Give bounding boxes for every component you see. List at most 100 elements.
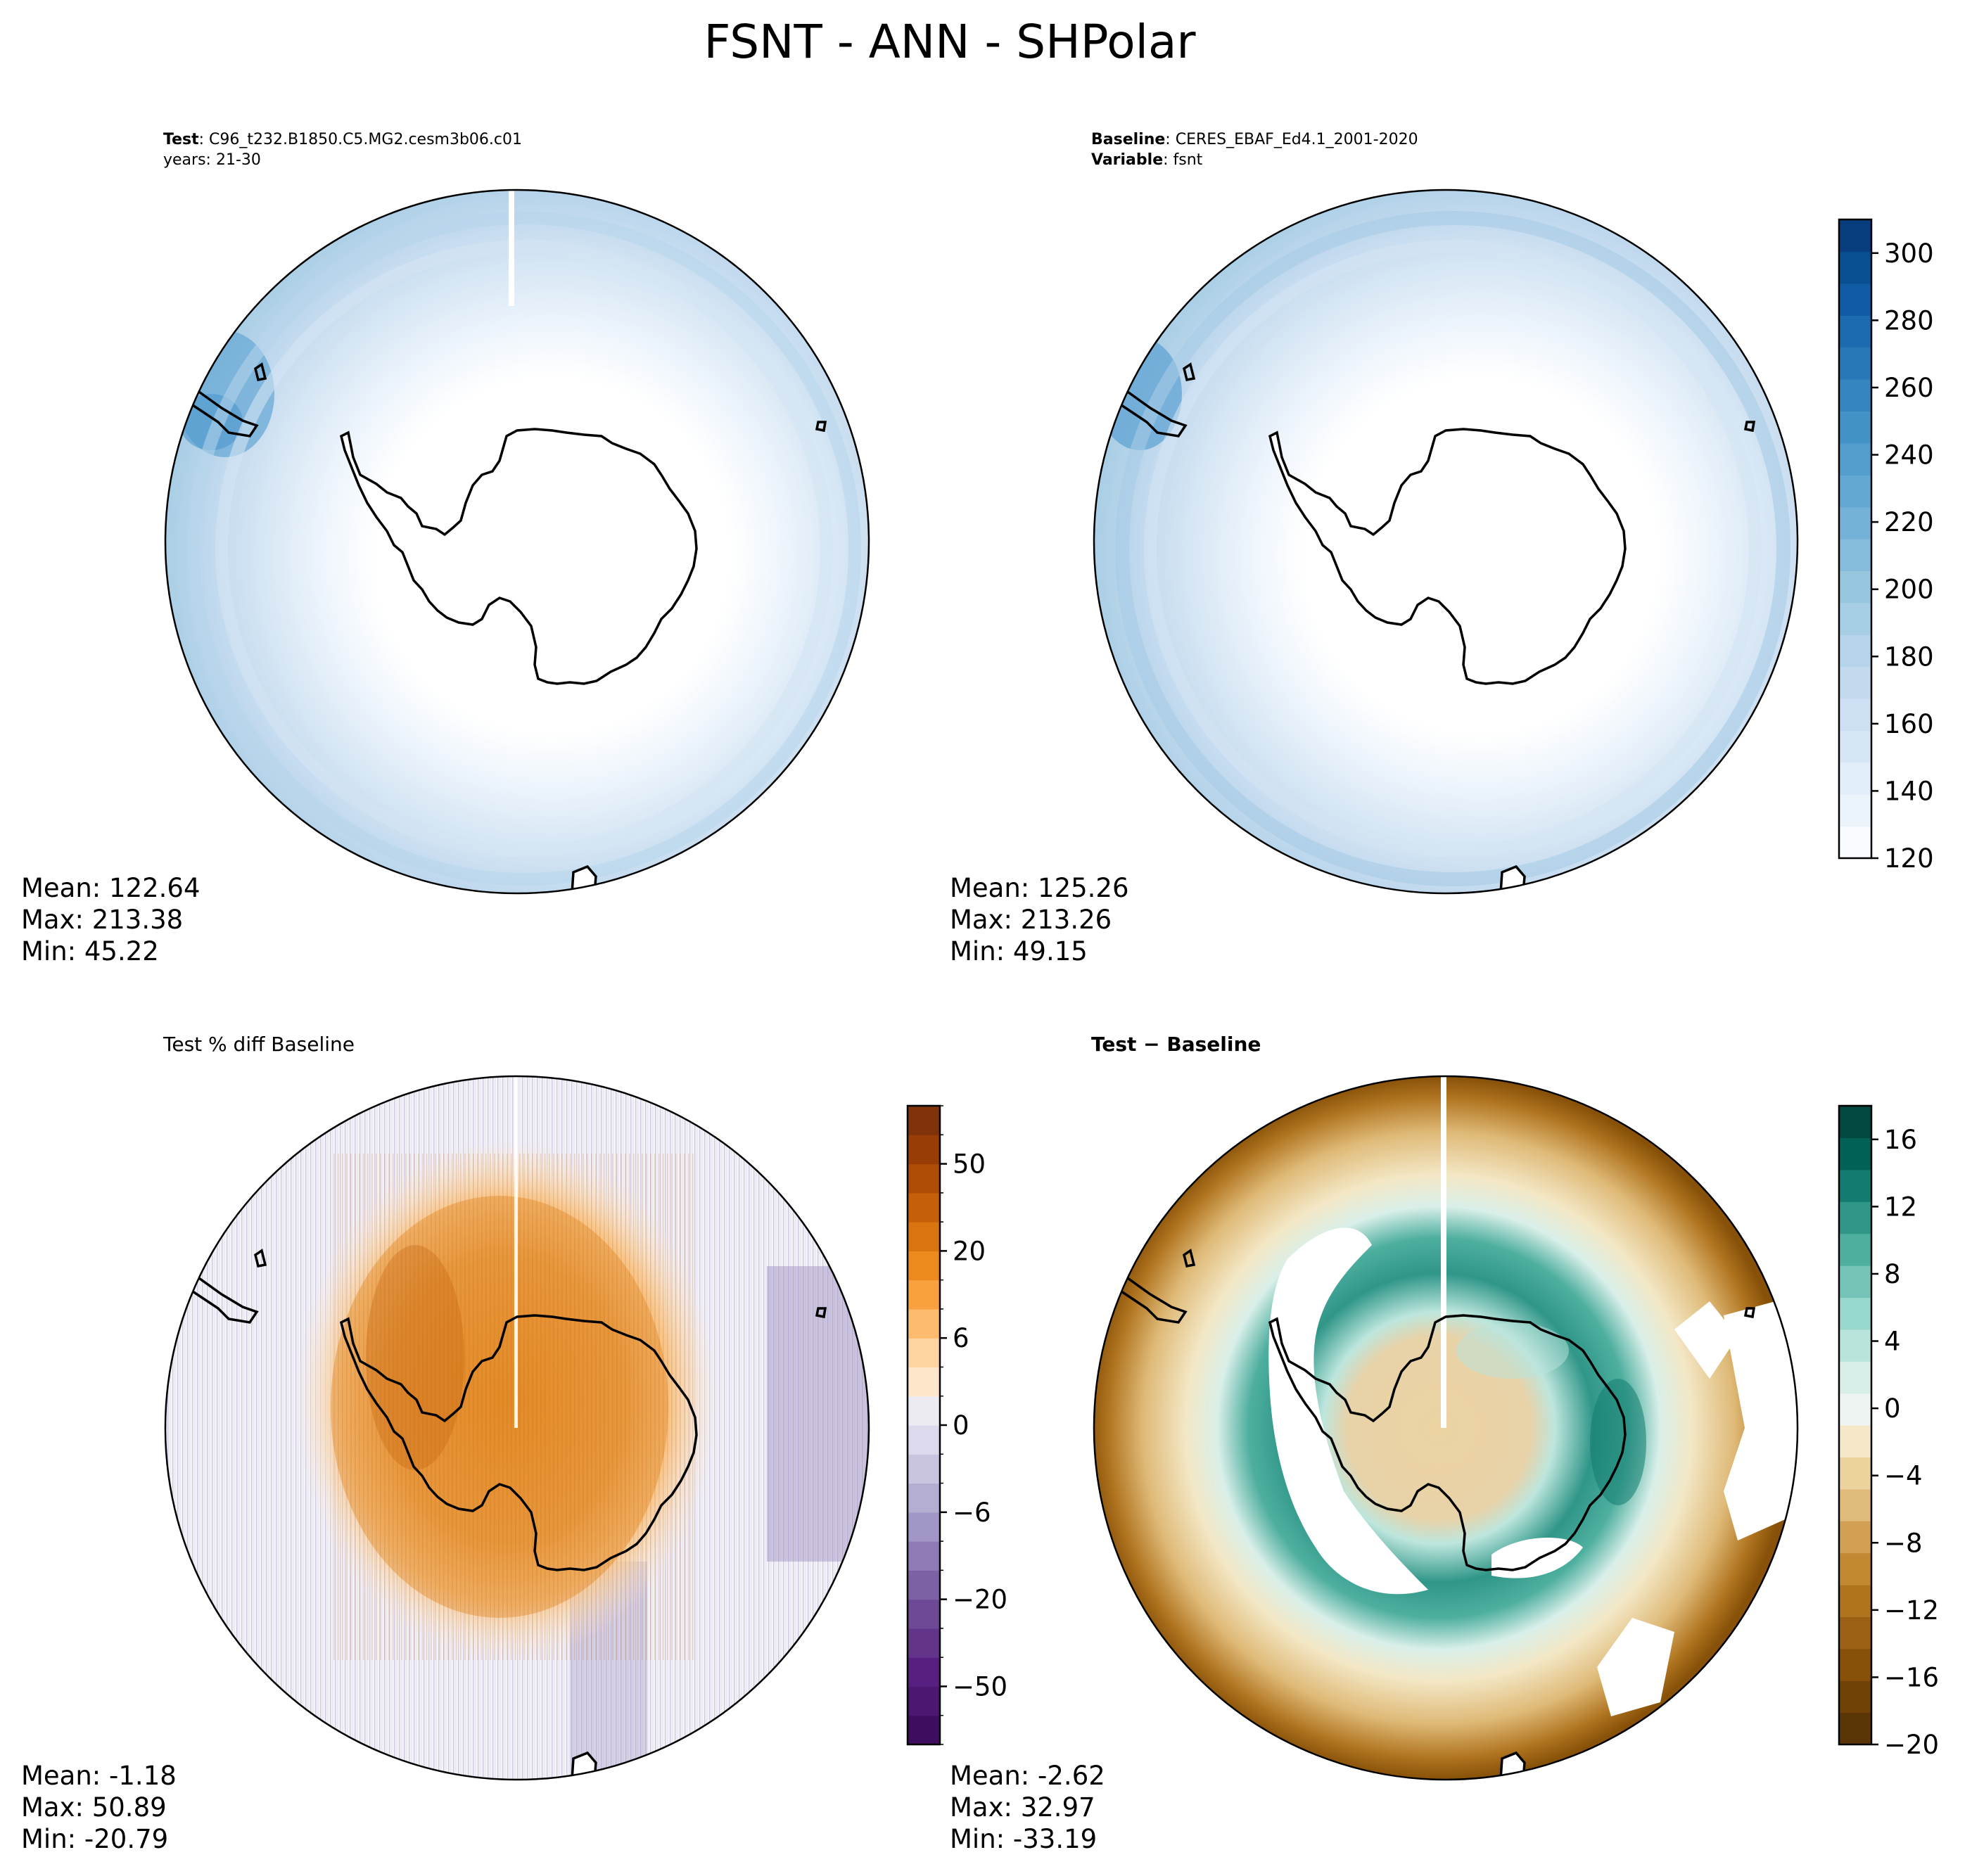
colorbar-band — [1839, 1712, 1871, 1745]
colorbar-tick-label: 140 — [1884, 776, 1934, 806]
colorbar-band — [1839, 1201, 1871, 1234]
colorbar-tick-label: −20 — [1884, 1730, 1939, 1760]
colorbar-band — [1839, 1297, 1871, 1330]
panel-diff-header: Test − Baseline — [1091, 1033, 1261, 1056]
stats-diff-max: Max: 32.97 — [950, 1792, 1095, 1823]
colorbar-band — [1839, 794, 1871, 827]
colorbar-frame — [1838, 1104, 1873, 1746]
panel-baseline-header-line2: : fsnt — [1163, 151, 1203, 169]
map-boundary-pctdiff — [164, 1075, 870, 1781]
svg-text:years: 21-30: years: 21-30 — [163, 151, 261, 169]
svg-text:Baseline: CERES_EBAF_Ed4.1_200: Baseline: CERES_EBAF_Ed4.1_2001-2020 — [1091, 131, 1418, 148]
map-panel-diff — [1093, 1075, 1799, 1781]
colorbar-band — [1839, 411, 1871, 444]
colorbar-band — [908, 1686, 940, 1716]
panel-baseline-header: Baseline: CERES_EBAF_Ed4.1_2001-2020 Var… — [1091, 131, 1418, 169]
colorbar-band — [1839, 379, 1871, 411]
panel-baseline-header-line1-bold: Baseline — [1091, 131, 1165, 148]
colorbar-tick-label: 120 — [1884, 843, 1934, 874]
stats-baseline-min: Min: 49.15 — [950, 936, 1088, 966]
colorbar-tick-label: 160 — [1884, 709, 1934, 739]
colorbar-tick-label: 220 — [1884, 507, 1934, 537]
colorbar-tick-label: 6 — [953, 1323, 969, 1353]
colorbar-band — [1839, 570, 1871, 604]
map-panel-test — [164, 189, 870, 895]
map-boundary-test — [164, 189, 870, 895]
colorbar-tick-label: 200 — [1884, 575, 1934, 605]
colorbar-tick-label: 240 — [1884, 440, 1934, 471]
stats-baseline-mean: Mean: 125.26 — [950, 873, 1129, 903]
figure-title: FSNT - ANN - SHPolar — [704, 15, 1196, 69]
colorbar-band — [1839, 1106, 1871, 1138]
colorbar-band — [1839, 1616, 1871, 1650]
panel-pctdiff-header: Test % diff Baseline — [163, 1033, 355, 1056]
colorbar-band — [1839, 826, 1871, 859]
colorbar-tick-label: 20 — [953, 1236, 986, 1266]
colorbar-main: 120 140 160 180 200 220 240 260 280 300 — [1838, 218, 1934, 874]
colorbar-tick-label: 300 — [1884, 238, 1934, 269]
svg-text:Test: C96_t232.B1850.C5.MG2.ce: Test: C96_t232.B1850.C5.MG2.cesm3b06.c01 — [163, 131, 522, 148]
colorbar-band — [908, 1135, 940, 1165]
colorbar-band — [908, 1599, 940, 1629]
colorbar-tick-label: 50 — [953, 1149, 986, 1180]
colorbar-tick-label: 12 — [1884, 1192, 1917, 1222]
stats-diff-min: Min: -33.19 — [950, 1824, 1097, 1854]
colorbar-band — [1839, 1233, 1871, 1266]
colorbar-band — [908, 1251, 940, 1281]
colorbar-band — [908, 1338, 940, 1368]
stats-test-max: Max: 213.38 — [21, 905, 183, 935]
stats-pctdiff-min: Min: -20.79 — [21, 1824, 168, 1854]
colorbar-frame — [1838, 218, 1873, 860]
colorbar-band — [1839, 1552, 1871, 1585]
colorbar-pctdiff: −50 −20 −6 0 6 20 50 — [906, 1104, 1007, 1746]
colorbar-tick-label: −12 — [1884, 1595, 1939, 1626]
colorbar-band — [1839, 1329, 1871, 1362]
colorbar-band — [908, 1163, 940, 1194]
colorbar-band — [1839, 539, 1871, 571]
colorbar-band — [908, 1396, 940, 1426]
stats-baseline-max: Max: 213.26 — [950, 905, 1112, 935]
colorbar-tick-label: 0 — [1884, 1393, 1901, 1424]
colorbar-band — [1839, 602, 1871, 635]
panel-test-header: Test: C96_t232.B1850.C5.MG2.cesm3b06.c01… — [163, 131, 522, 169]
stats-pctdiff-mean: Mean: -1.18 — [21, 1761, 177, 1791]
stats-pctdiff-max: Max: 50.89 — [21, 1792, 167, 1823]
colorbar-band — [1839, 283, 1871, 316]
panel-baseline-header-line1: : CERES_EBAF_Ed4.1_2001-2020 — [1165, 131, 1418, 148]
colorbar-tick-label: 280 — [1884, 305, 1934, 336]
colorbar-tick-label: −6 — [953, 1498, 991, 1528]
colorbar-band — [1839, 1488, 1871, 1521]
colorbar-tick-label: 8 — [1884, 1259, 1901, 1289]
panel-baseline-header-line2-bold: Variable — [1091, 151, 1163, 169]
colorbar-band — [1839, 730, 1871, 763]
colorbar-tick-label: 0 — [953, 1410, 969, 1441]
colorbar-band — [908, 1541, 940, 1571]
colorbar-band — [908, 1570, 940, 1600]
stats-test-min: Min: 45.22 — [21, 936, 159, 966]
colorbar-band — [1839, 698, 1871, 731]
colorbar-band — [908, 1483, 940, 1513]
colorbar-band — [1839, 1169, 1871, 1202]
colorbar-band — [1839, 1425, 1871, 1457]
colorbar-band — [1839, 1361, 1871, 1394]
colorbar-tick-label: −20 — [953, 1585, 1007, 1615]
colorbar-band — [1839, 315, 1871, 348]
colorbar-band — [908, 1657, 940, 1687]
panel-test-header-line1: : C96_t232.B1850.C5.MG2.cesm3b06.c01 — [199, 131, 522, 148]
panel-test-header-line2: years: 21-30 — [163, 151, 261, 169]
map-panel-pctdiff — [164, 1075, 870, 1781]
colorbar-band — [908, 1106, 940, 1135]
colorbar-tick-label: −8 — [1884, 1528, 1923, 1558]
colorbar-band — [908, 1367, 940, 1397]
colorbar-band — [1839, 251, 1871, 284]
colorbar-band — [908, 1308, 940, 1339]
colorbar-tick-label: −50 — [953, 1671, 1007, 1702]
colorbar-band — [908, 1512, 940, 1542]
colorbar-band — [1839, 442, 1871, 476]
colorbar-band — [908, 1222, 940, 1251]
colorbar-tick-label: 16 — [1884, 1125, 1917, 1155]
colorbar-band — [1839, 1457, 1871, 1490]
colorbar-band — [1839, 666, 1871, 699]
colorbar-band — [1839, 1393, 1871, 1426]
